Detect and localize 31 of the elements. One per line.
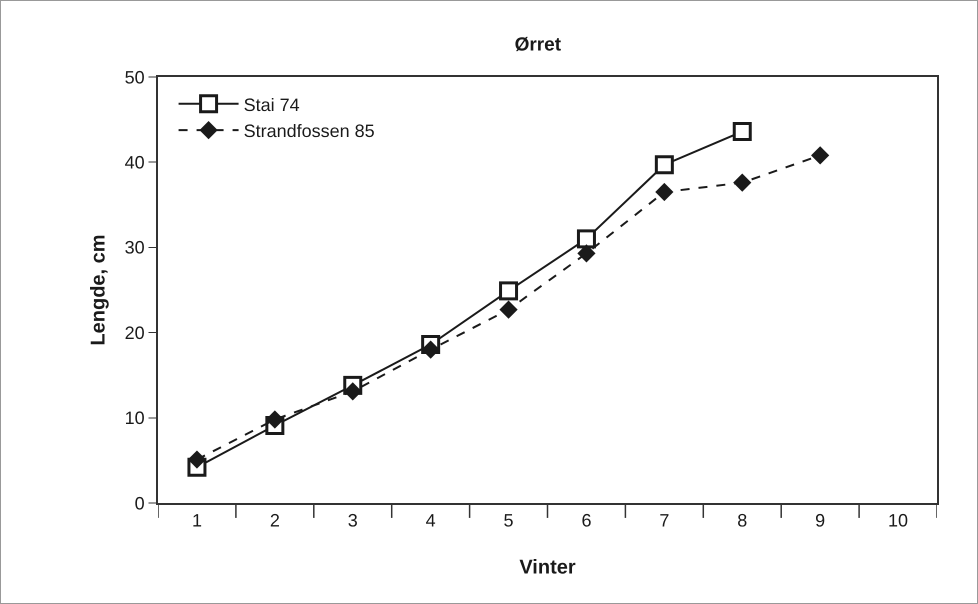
legend-label: Stai 74	[244, 94, 300, 115]
y-tick-label: 20	[124, 322, 145, 343]
point	[732, 122, 752, 142]
x-tick-label: 9	[815, 510, 826, 530]
point	[654, 155, 674, 174]
x-tick-label: 2	[270, 510, 280, 530]
x-tick-label: 3	[348, 510, 358, 530]
y-tick-label: 30	[124, 238, 145, 258]
point	[577, 244, 596, 262]
y-tick-label: 0	[134, 493, 145, 514]
point	[811, 146, 830, 164]
x-tick-label: 6	[581, 510, 592, 530]
y-tick-label: 40	[124, 152, 145, 172]
point	[733, 174, 752, 192]
x-axis-title: Vinter	[519, 556, 576, 578]
y-tick-label: 10	[124, 408, 145, 428]
x-tick-label: 1	[192, 510, 202, 530]
legend-label: Strandfossen 85	[244, 121, 375, 142]
x-tick-label: 10	[888, 510, 908, 530]
x-tick-label: 5	[504, 510, 514, 530]
point	[499, 281, 518, 300]
point	[499, 300, 518, 319]
y-axis-title: Lengde, cm	[88, 234, 110, 346]
chart-title: Ørret	[514, 34, 562, 56]
point	[655, 182, 674, 202]
x-tick-label: 4	[426, 510, 436, 530]
point	[188, 450, 206, 469]
y-tick-label: 50	[124, 67, 145, 88]
x-tick-label: 7	[659, 510, 670, 530]
point	[576, 229, 596, 248]
x-tick-label: 8	[737, 510, 748, 530]
